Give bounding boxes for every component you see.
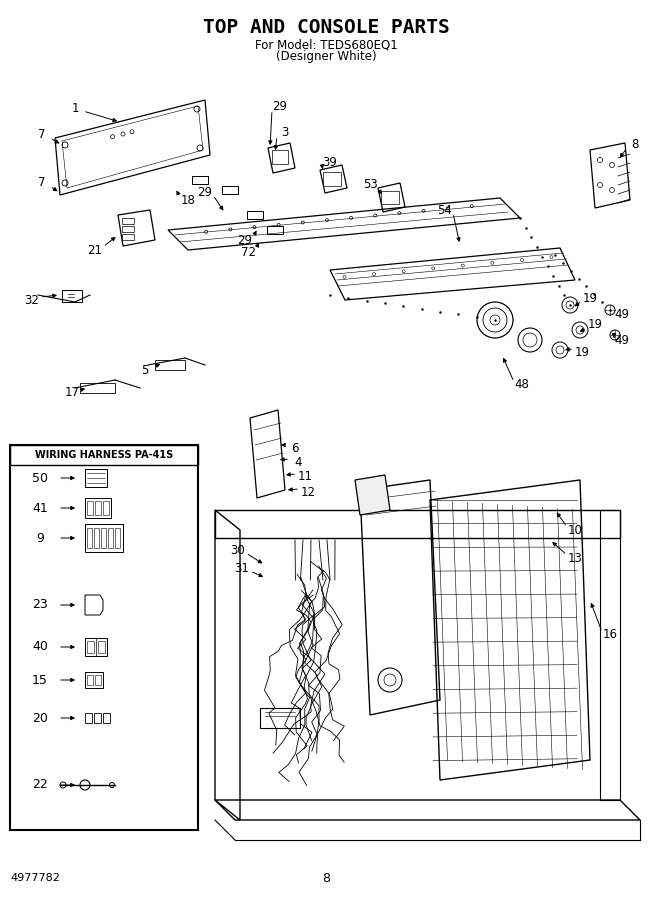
Text: 9: 9 bbox=[36, 532, 44, 544]
Text: 20: 20 bbox=[32, 712, 48, 724]
Bar bbox=[62, 290, 82, 302]
Bar bbox=[94, 713, 101, 723]
Bar bbox=[115, 528, 120, 548]
Text: 7: 7 bbox=[38, 129, 46, 141]
Text: 6: 6 bbox=[291, 442, 299, 454]
Bar bbox=[94, 528, 99, 548]
Text: 10: 10 bbox=[567, 524, 582, 536]
Text: 29: 29 bbox=[198, 185, 213, 199]
Text: 50: 50 bbox=[32, 472, 48, 484]
Text: 41: 41 bbox=[32, 501, 48, 515]
Bar bbox=[272, 150, 288, 164]
Text: 22: 22 bbox=[32, 778, 48, 791]
Bar bbox=[80, 383, 115, 393]
Bar bbox=[95, 501, 101, 515]
Bar bbox=[87, 501, 93, 515]
Text: 1: 1 bbox=[71, 102, 79, 114]
Bar bbox=[101, 528, 106, 548]
Text: 7: 7 bbox=[38, 176, 46, 190]
Bar bbox=[108, 528, 113, 548]
Text: 30: 30 bbox=[231, 544, 245, 556]
Text: 49: 49 bbox=[614, 334, 629, 346]
Text: 29: 29 bbox=[273, 101, 288, 113]
Bar bbox=[87, 675, 93, 685]
Bar bbox=[98, 641, 105, 653]
Bar bbox=[155, 360, 185, 370]
Text: 17: 17 bbox=[65, 386, 80, 400]
Polygon shape bbox=[355, 475, 390, 515]
Bar bbox=[323, 172, 341, 186]
Text: 12: 12 bbox=[301, 485, 316, 499]
Bar bbox=[103, 713, 110, 723]
Text: 29: 29 bbox=[237, 233, 252, 247]
Text: 4977782: 4977782 bbox=[10, 873, 60, 883]
Text: For Model: TEDS680EQ1: For Model: TEDS680EQ1 bbox=[255, 38, 397, 51]
Text: 53: 53 bbox=[363, 178, 378, 192]
Bar bbox=[10, 445, 198, 465]
Text: 19: 19 bbox=[582, 292, 597, 304]
Bar bbox=[122, 234, 134, 240]
Text: 23: 23 bbox=[32, 598, 48, 611]
Text: 40: 40 bbox=[32, 641, 48, 653]
Bar bbox=[95, 675, 101, 685]
Text: TOP AND CONSOLE PARTS: TOP AND CONSOLE PARTS bbox=[203, 18, 449, 37]
Text: (Designer White): (Designer White) bbox=[276, 50, 376, 63]
Bar bbox=[122, 226, 134, 232]
Text: 21: 21 bbox=[87, 244, 102, 256]
Text: 32: 32 bbox=[25, 293, 39, 307]
Bar bbox=[87, 641, 94, 653]
Text: 4: 4 bbox=[294, 455, 302, 469]
Text: 8: 8 bbox=[631, 139, 639, 151]
Text: 8: 8 bbox=[322, 871, 330, 885]
Text: 49: 49 bbox=[614, 309, 629, 321]
Bar bbox=[103, 501, 109, 515]
Text: 15: 15 bbox=[32, 673, 48, 687]
Text: 11: 11 bbox=[297, 471, 312, 483]
Text: 16: 16 bbox=[602, 628, 617, 642]
Bar bbox=[122, 218, 134, 224]
Text: WIRING HARNESS PA-41S: WIRING HARNESS PA-41S bbox=[35, 450, 173, 460]
Bar bbox=[87, 528, 92, 548]
Bar bbox=[85, 713, 92, 723]
Text: 48: 48 bbox=[514, 379, 529, 392]
Text: 54: 54 bbox=[437, 203, 452, 217]
Text: 39: 39 bbox=[323, 156, 338, 168]
Bar bbox=[260, 708, 300, 728]
Text: 19: 19 bbox=[574, 346, 589, 358]
Text: 13: 13 bbox=[567, 552, 582, 564]
Text: 19: 19 bbox=[587, 319, 602, 331]
Text: 18: 18 bbox=[181, 194, 196, 206]
Bar bbox=[381, 191, 399, 204]
Text: 31: 31 bbox=[235, 562, 250, 574]
Bar bbox=[10, 445, 198, 830]
Text: 72: 72 bbox=[241, 246, 256, 258]
Text: 5: 5 bbox=[141, 364, 149, 376]
Text: 3: 3 bbox=[281, 127, 289, 140]
